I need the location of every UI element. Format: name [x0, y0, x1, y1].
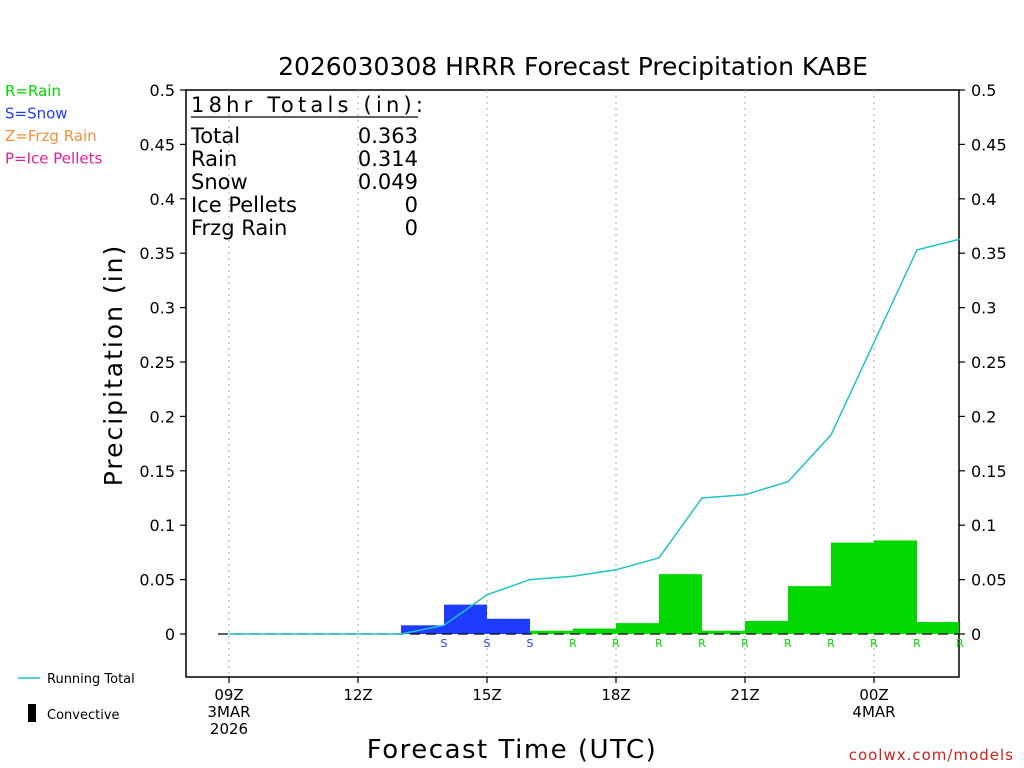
y-axis-ticks: 0 00.05 0.050.1 0.10.15 0.150.2 0.20.25 0.250.…	[139, 81, 1006, 644]
type-letter-4: R	[612, 637, 620, 650]
y-tick-label-left-3: 0.15	[139, 462, 175, 481]
credit-text: coolwx.com/models	[849, 746, 1014, 764]
x-tick-label-4-0: 21Z	[730, 686, 759, 704]
y-tick-label-right-1: 0.05	[971, 571, 1007, 590]
y-tick-label-right-2: 0.1	[971, 516, 996, 535]
convective-legend-swatch	[28, 704, 36, 722]
x-tick-label-3-0: 18Z	[601, 686, 630, 704]
type-letter-5: R	[655, 637, 663, 650]
type-letter-0: S	[441, 637, 448, 650]
totals-label-0: Total	[190, 124, 240, 148]
type-letter-8: R	[784, 637, 792, 650]
type-letter-10: R	[870, 637, 878, 650]
y-tick-label-left-9: 0.45	[139, 135, 175, 154]
type-letter-1: S	[484, 637, 491, 650]
bar-series	[401, 540, 959, 634]
type-letter-7: R	[741, 637, 749, 650]
y-tick-label-right-4: 0.2	[971, 407, 996, 426]
type-letter-11: R	[913, 637, 921, 650]
y-tick-label-right-0: 0	[971, 625, 981, 644]
totals-label-1: Rain	[191, 147, 237, 171]
totals-value-3: 0	[405, 193, 418, 217]
y-tick-label-left-7: 0.35	[139, 244, 175, 263]
bar-1	[444, 604, 487, 634]
bar-10	[831, 542, 874, 634]
y-tick-label-right-10: 0.5	[971, 81, 996, 100]
x-tick-label-1-0: 12Z	[343, 686, 372, 704]
bar-11	[874, 540, 917, 634]
totals-label-2: Snow	[191, 170, 248, 194]
running-total-legend-label: Running Total	[47, 672, 135, 687]
y-tick-label-left-10: 0.5	[150, 81, 175, 100]
y-tick-label-left-2: 0.1	[150, 516, 175, 535]
x-axis-label: Forecast Time (UTC)	[367, 735, 658, 765]
running-total-line	[229, 238, 961, 635]
bar-3	[530, 630, 573, 634]
totals-box: 18hr Totals (in): Total 0.363 Rain 0.314 Sno…	[190, 93, 423, 240]
x-tick-label-0-1: 3MAR	[207, 703, 250, 721]
totals-value-2: 0.049	[358, 170, 418, 194]
bar-12	[917, 622, 959, 634]
totals-value-1: 0.314	[358, 147, 418, 171]
y-tick-label-left-8: 0.4	[150, 190, 175, 209]
x-tick-label-0-0: 09Z	[214, 686, 243, 704]
type-letter-3: R	[569, 637, 577, 650]
x-tick-label-2-0: 15Z	[472, 686, 501, 704]
type-letter-2: S	[527, 637, 534, 650]
type-legend-item-0: R=Rain	[5, 82, 61, 100]
type-legend-item-1: S=Snow	[5, 105, 68, 123]
totals-value-0: 0.363	[358, 124, 418, 148]
y-tick-label-left-4: 0.2	[150, 407, 175, 426]
totals-header: 18hr Totals (in):	[191, 93, 423, 117]
bar-4	[573, 628, 616, 634]
bar-9	[788, 586, 831, 634]
y-tick-label-left-6: 0.3	[150, 299, 175, 318]
type-legend-item-3: P=Ice Pellets	[5, 150, 102, 168]
totals-value-4: 0	[405, 216, 418, 240]
y-tick-label-right-8: 0.4	[971, 190, 996, 209]
y-tick-label-right-9: 0.45	[971, 135, 1007, 154]
grid-lines	[228, 90, 875, 677]
type-letter-6: R	[698, 637, 706, 650]
y-tick-label-right-7: 0.35	[971, 244, 1007, 263]
bar-5	[616, 623, 659, 634]
x-tick-label-0-2: 2026	[210, 720, 248, 738]
y-tick-label-right-6: 0.3	[971, 299, 996, 318]
plot-frame	[185, 89, 960, 678]
y-tick-label-left-5: 0.25	[139, 353, 175, 372]
bar-7	[702, 630, 745, 634]
x-tick-label-5-0: 00Z	[859, 686, 888, 704]
y-tick-label-right-5: 0.25	[971, 353, 1007, 372]
bar-6	[659, 574, 702, 634]
y-tick-label-left-1: 0.05	[139, 571, 175, 590]
y-tick-label-right-3: 0.15	[971, 462, 1007, 481]
totals-label-4: Frzg Rain	[191, 216, 287, 240]
bar-8	[745, 620, 788, 634]
x-tick-label-5-1: 4MAR	[852, 703, 895, 721]
chart-title: 2026030308 HRRR Forecast Precipitation K…	[278, 52, 868, 81]
totals-label-3: Ice Pellets	[191, 193, 297, 217]
y-axis-label: Precipitation (in)	[99, 244, 128, 487]
type-letter-9: R	[827, 637, 835, 650]
type-legend-item-2: Z=Frzg Rain	[5, 127, 97, 145]
y-tick-label-left-0: 0	[165, 625, 175, 644]
convective-legend-label: Convective	[47, 708, 120, 723]
type-legend: R=Rain S=Snow Z=Frzg Rain P=Ice Pellets	[5, 82, 102, 168]
bar-2	[487, 618, 530, 634]
type-letter-12: R	[956, 637, 964, 650]
